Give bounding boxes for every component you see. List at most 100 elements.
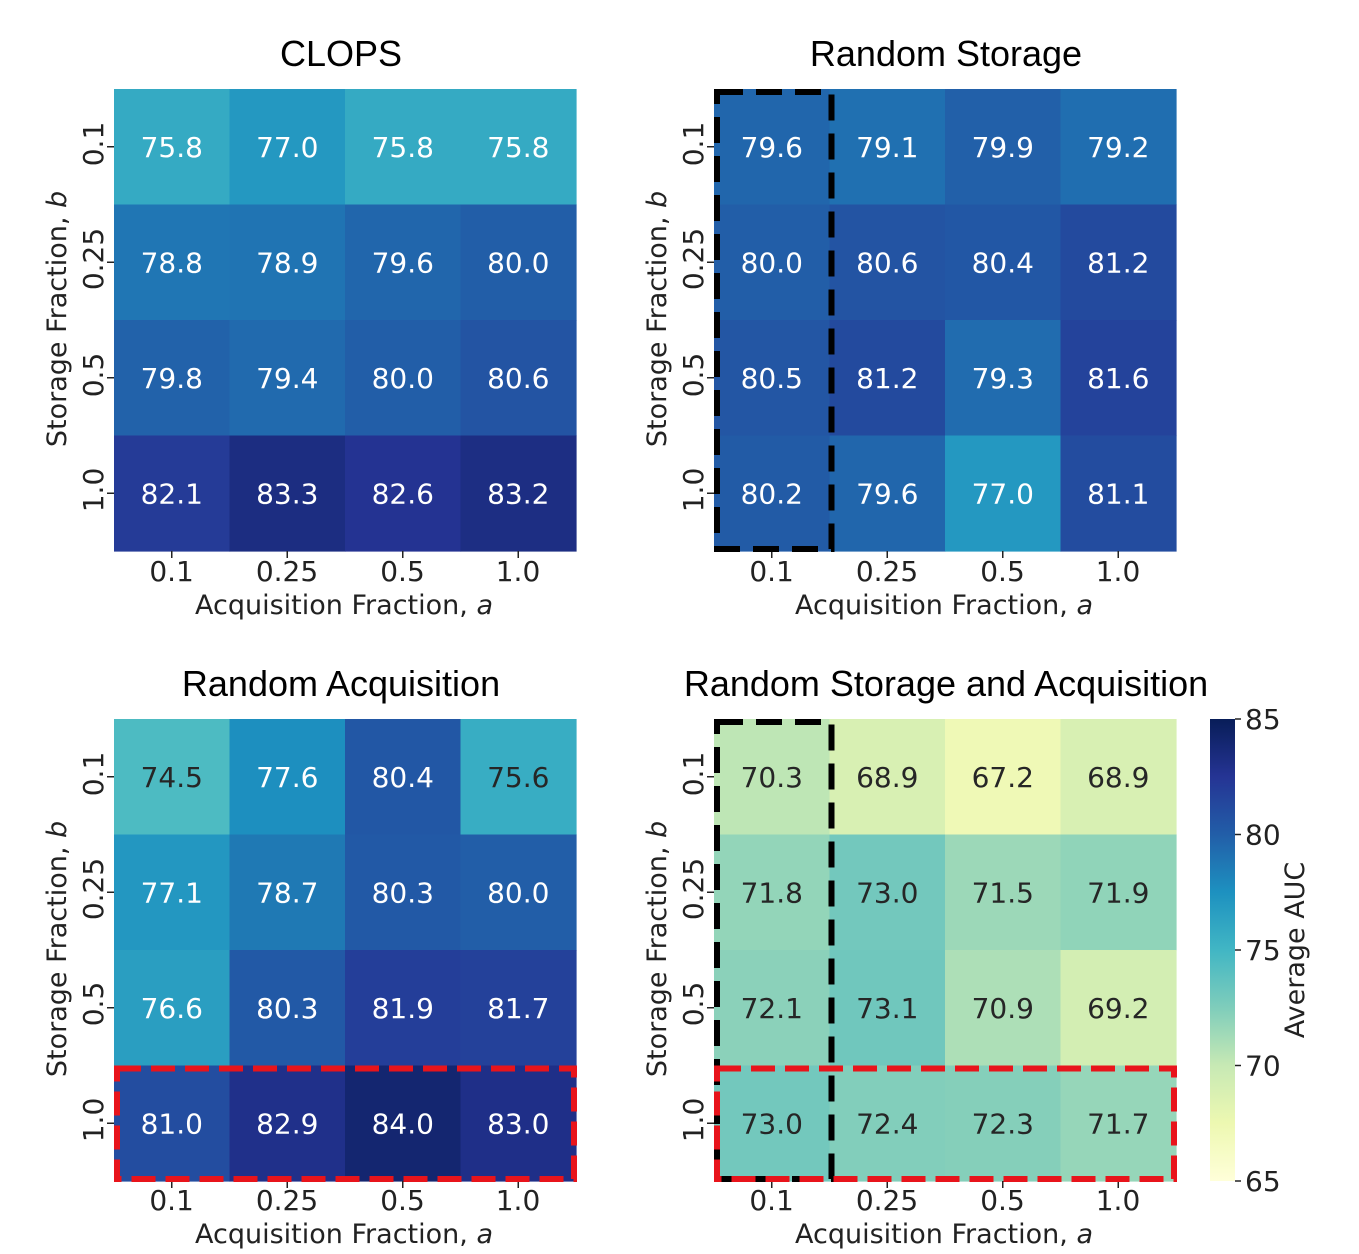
heatmap-cell xyxy=(714,435,831,552)
colorbar-tick-label: 80 xyxy=(1245,819,1281,852)
heatmap-cell xyxy=(829,204,946,321)
y-axis-label: Storage Fraction, b xyxy=(42,821,73,1077)
cell-value-label: 78.9 xyxy=(256,246,318,279)
x-tick-label: 1.0 xyxy=(1096,555,1141,588)
x-tick-labels: 0.1 0.25 0.5 1.0 xyxy=(149,1184,540,1217)
cell-value-label: 72.4 xyxy=(856,1107,918,1140)
cell-value-label: 81.9 xyxy=(372,992,434,1025)
x-tick-label: 0.25 xyxy=(856,1184,918,1217)
heatmap-cell xyxy=(829,89,946,206)
x-tick-label: 1.0 xyxy=(496,555,541,588)
x-tick-label: 0.25 xyxy=(256,555,318,588)
heatmap-cell xyxy=(229,950,346,1067)
cell-value-label: 79.6 xyxy=(856,477,918,510)
x-tick-label: 0.25 xyxy=(856,555,918,588)
heatmap-cell xyxy=(460,320,577,437)
heatmap-cell xyxy=(345,719,462,836)
heatmap-cell xyxy=(829,950,946,1067)
x-tick-label: 0.5 xyxy=(380,555,425,588)
colorbar-label: Average AUC xyxy=(1280,862,1311,1039)
cell-value-label: 68.9 xyxy=(1087,761,1149,794)
cell-value-label: 80.0 xyxy=(372,362,434,395)
heatmap-cell xyxy=(945,1065,1062,1182)
y-tick-label: 0.5 xyxy=(77,982,110,1027)
panel-clops: CLOPS 75.8 77.0 75.8 75.8 78.8 78.9 79.6 80.0 79… xyxy=(42,33,577,621)
heatmap-cell xyxy=(229,1065,346,1182)
cell-value-label: 73.1 xyxy=(856,992,918,1025)
heatmap-cell xyxy=(1060,435,1177,552)
heatmap-cell xyxy=(829,435,946,552)
y-tick-labels: 0.1 0.25 0.5 1.0 xyxy=(677,752,710,1143)
cell-value-label: 79.6 xyxy=(741,131,803,164)
cell-value-label: 79.6 xyxy=(372,246,434,279)
cell-value-label: 75.8 xyxy=(487,131,549,164)
heatmap-cell xyxy=(945,719,1062,836)
heatmap-cell xyxy=(460,950,577,1067)
heatmap-cell xyxy=(829,719,946,836)
heatmap-cell xyxy=(945,950,1062,1067)
heatmap-cell xyxy=(114,950,231,1067)
cell-value-label: 80.2 xyxy=(741,477,803,510)
highlight-boxes xyxy=(714,89,835,552)
panel-title: Random Storage xyxy=(810,33,1082,74)
cell-value-label: 67.2 xyxy=(972,761,1034,794)
heatmap-cell xyxy=(1060,204,1177,321)
y-tick-label: 0.5 xyxy=(677,353,710,398)
y-axis-label: Storage Fraction, b xyxy=(42,191,73,447)
heatmap-cell xyxy=(945,204,1062,321)
heatmap-cell xyxy=(714,950,831,1067)
x-tick-labels: 0.1 0.25 0.5 1.0 xyxy=(149,555,540,588)
y-tick-label: 0.5 xyxy=(677,982,710,1027)
heatmap-cell xyxy=(945,320,1062,437)
colorbar-tick-label: 75 xyxy=(1245,934,1281,967)
heatmap-cell xyxy=(229,719,346,836)
cell-value-label: 71.9 xyxy=(1087,876,1149,909)
panel-title: Random Acquisition xyxy=(182,663,500,704)
heatmap-cell xyxy=(114,834,231,951)
heatmap-cell xyxy=(1060,834,1177,951)
cell-value-label: 84.0 xyxy=(372,1107,434,1140)
y-tick-label: 0.1 xyxy=(677,752,710,797)
cell-value-label: 80.3 xyxy=(372,876,434,909)
row-highlight-box xyxy=(714,1065,1177,1182)
cell-value-label: 80.4 xyxy=(972,246,1034,279)
heatmap-cell xyxy=(460,89,577,206)
x-tick-label: 0.5 xyxy=(380,1184,425,1217)
cell-value-label: 68.9 xyxy=(856,761,918,794)
cell-value-label: 70.3 xyxy=(741,761,803,794)
y-tick-label: 0.5 xyxy=(77,353,110,398)
cell-value-label: 78.8 xyxy=(141,246,203,279)
heatmap-cell xyxy=(460,204,577,321)
cell-value-label: 76.6 xyxy=(141,992,203,1025)
cell-value-label: 72.1 xyxy=(741,992,803,1025)
cell-value-label: 80.3 xyxy=(256,992,318,1025)
cell-value-label: 82.6 xyxy=(372,477,434,510)
cell-value-label: 83.3 xyxy=(256,477,318,510)
y-tick-label: 0.1 xyxy=(677,122,710,167)
x-tick-label: 0.1 xyxy=(749,555,794,588)
heatmap-cell xyxy=(345,320,462,437)
x-axis-label: Acquisition Fraction, a xyxy=(795,590,1093,621)
y-tick-label: 0.1 xyxy=(77,752,110,797)
x-tick-label: 0.5 xyxy=(980,555,1025,588)
heatmap-cell xyxy=(229,834,346,951)
cell-value-label: 80.4 xyxy=(372,761,434,794)
heatmap-cell xyxy=(114,320,231,437)
heatmap-cell xyxy=(345,435,462,552)
cell-value-label: 79.4 xyxy=(256,362,318,395)
heatmap-cell xyxy=(114,719,231,836)
heatmap-cell xyxy=(229,320,346,437)
heatmap-cell xyxy=(945,834,1062,951)
heatmap-cell xyxy=(229,435,346,552)
y-tick-labels: 0.1 0.25 0.5 1.0 xyxy=(77,752,110,1143)
y-tick-label: 1.0 xyxy=(77,1098,110,1143)
cell-value-label: 81.2 xyxy=(856,362,918,395)
heatmap-cell xyxy=(714,719,831,836)
heatmap-cell xyxy=(114,89,231,206)
cell-value-label: 72.3 xyxy=(972,1107,1034,1140)
cell-value-label: 80.6 xyxy=(856,246,918,279)
heatmap-cell xyxy=(229,204,346,321)
y-tick-label: 0.25 xyxy=(77,228,110,290)
highlight-boxes xyxy=(114,1065,577,1182)
